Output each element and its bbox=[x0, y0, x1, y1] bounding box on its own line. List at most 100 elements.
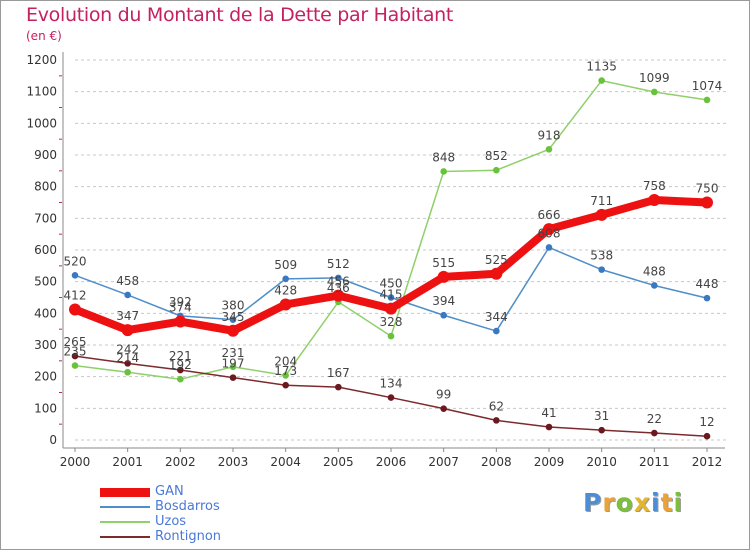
data-point-gan bbox=[437, 270, 450, 283]
data-point-bosdarros bbox=[71, 272, 79, 279]
data-label-rontignon: 62 bbox=[489, 399, 504, 413]
data-point-gan bbox=[227, 324, 239, 337]
data-point-rontignon bbox=[545, 423, 553, 431]
data-point-gan bbox=[543, 223, 555, 236]
chart-title: Evolution du Montant de la Dette par Hab… bbox=[26, 4, 454, 26]
x-tick-label: 2002 bbox=[165, 455, 196, 469]
data-label-bosdarros: 394 bbox=[432, 294, 455, 308]
data-point-bosdarros bbox=[703, 294, 711, 302]
data-label-gan: 750 bbox=[696, 182, 719, 196]
legend-swatch bbox=[100, 487, 150, 497]
data-point-rontignon bbox=[703, 432, 711, 440]
data-label-bosdarros: 380 bbox=[222, 299, 245, 313]
data-point-bosdarros bbox=[229, 316, 237, 323]
legend-swatch bbox=[100, 506, 150, 508]
legend-swatch bbox=[100, 521, 150, 523]
data-point-gan bbox=[121, 324, 134, 337]
data-point-uzos bbox=[177, 375, 184, 383]
data-label-gan: 758 bbox=[643, 179, 666, 193]
data-label-gan: 525 bbox=[485, 253, 508, 267]
data-point-gan bbox=[648, 193, 661, 206]
y-tick-label: 500 bbox=[34, 275, 57, 289]
legend-swatch bbox=[100, 536, 150, 538]
data-point-uzos bbox=[545, 146, 553, 153]
y-tick-label: 700 bbox=[34, 211, 57, 225]
data-point-bosdarros bbox=[440, 311, 447, 319]
data-label-gan: 456 bbox=[327, 275, 350, 289]
x-tick-label: 2008 bbox=[481, 455, 512, 469]
data-point-bosdarros bbox=[545, 244, 553, 251]
data-label-rontignon: 265 bbox=[64, 335, 87, 349]
data-point-gan bbox=[385, 302, 397, 315]
data-point-uzos bbox=[282, 372, 289, 379]
data-label-bosdarros: 448 bbox=[696, 277, 719, 291]
data-label-gan: 666 bbox=[538, 208, 561, 222]
legend-item-bosdarros: Bosdarros bbox=[100, 499, 320, 515]
data-label-uzos: 436 bbox=[327, 281, 350, 295]
data-point-bosdarros bbox=[387, 294, 395, 301]
data-label-bosdarros: 392 bbox=[169, 295, 192, 309]
logo-letter: i bbox=[651, 488, 661, 517]
data-label-uzos: 1074 bbox=[692, 79, 723, 93]
y-tick-label: 200 bbox=[34, 370, 57, 384]
y-tick-label: 1000 bbox=[26, 116, 57, 130]
data-label-bosdarros: 458 bbox=[116, 274, 139, 288]
data-label-gan: 374 bbox=[169, 301, 192, 315]
data-point-rontignon bbox=[335, 383, 342, 391]
data-point-bosdarros bbox=[598, 266, 605, 273]
data-label-gan: 711 bbox=[590, 194, 613, 208]
data-label-uzos: 852 bbox=[485, 149, 508, 163]
data-label-bosdarros: 520 bbox=[64, 254, 87, 268]
x-tick-label: 2011 bbox=[639, 455, 670, 469]
y-tick-label: 300 bbox=[34, 338, 57, 352]
legend-item-rontignon: Rontignon bbox=[100, 529, 320, 545]
data-label-uzos: 231 bbox=[222, 346, 245, 360]
y-tick-label: 800 bbox=[34, 180, 57, 194]
data-point-bosdarros bbox=[124, 291, 131, 299]
data-point-rontignon bbox=[177, 366, 184, 374]
data-label-bosdarros: 450 bbox=[380, 277, 403, 291]
legend-label: Uzos bbox=[155, 514, 187, 529]
data-label-bosdarros: 608 bbox=[538, 226, 561, 240]
data-point-rontignon bbox=[229, 374, 237, 381]
x-tick-label: 2009 bbox=[534, 455, 565, 469]
y-tick-label: 600 bbox=[34, 243, 57, 257]
data-label-bosdarros: 512 bbox=[327, 257, 350, 271]
data-label-gan: 415 bbox=[380, 288, 403, 302]
data-point-gan bbox=[174, 315, 187, 328]
x-tick-label: 2000 bbox=[60, 455, 91, 469]
data-point-uzos bbox=[387, 332, 395, 340]
data-label-rontignon: 197 bbox=[222, 357, 245, 371]
data-point-bosdarros bbox=[282, 275, 289, 283]
chart-subtitle: (en €) bbox=[26, 29, 62, 43]
y-tick-label: 1200 bbox=[26, 53, 57, 67]
data-point-rontignon bbox=[124, 360, 131, 367]
data-label-rontignon: 31 bbox=[594, 409, 609, 423]
data-label-uzos: 204 bbox=[274, 354, 297, 368]
data-point-rontignon bbox=[387, 394, 395, 401]
data-label-gan: 428 bbox=[274, 283, 297, 297]
data-point-uzos bbox=[440, 168, 447, 175]
data-point-rontignon bbox=[493, 417, 500, 424]
logo-letter: r bbox=[602, 488, 616, 517]
logo-letter: i bbox=[673, 488, 684, 517]
data-point-uzos bbox=[71, 362, 79, 369]
data-point-gan bbox=[701, 196, 713, 209]
data-label-uzos: 214 bbox=[116, 351, 139, 365]
x-tick-label: 2004 bbox=[270, 455, 301, 469]
data-point-rontignon bbox=[71, 352, 79, 360]
legend-item-gan: GAN bbox=[100, 484, 320, 500]
logo-letter: P bbox=[583, 488, 603, 517]
data-label-bosdarros: 509 bbox=[274, 258, 297, 272]
data-point-uzos bbox=[493, 166, 500, 174]
data-label-gan: 345 bbox=[222, 310, 245, 324]
data-label-rontignon: 173 bbox=[274, 364, 297, 378]
x-tick-label: 2005 bbox=[323, 455, 354, 469]
data-label-uzos: 192 bbox=[169, 358, 192, 372]
proxiti-logo: Proxiti bbox=[583, 488, 683, 517]
data-point-gan bbox=[490, 267, 503, 280]
data-label-bosdarros: 344 bbox=[485, 310, 508, 324]
data-label-gan: 347 bbox=[116, 309, 139, 323]
y-tick-label: 400 bbox=[34, 306, 57, 320]
